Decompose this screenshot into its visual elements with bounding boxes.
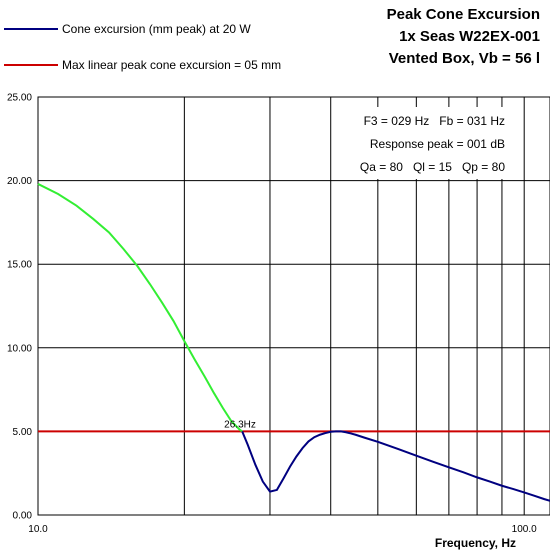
- crossover-annotation: 26.3Hz: [224, 419, 256, 430]
- chart-title: Peak Cone Excursion 1x Seas W22EX-001 Ve…: [387, 6, 540, 67]
- x-gridlines: [183, 97, 525, 515]
- legend-label-limit: Max linear peak cone excursion = 05 mm: [62, 58, 281, 72]
- y-tick-label: 0.00: [13, 511, 33, 522]
- y-tick-labels: 0.00 5.00 10.00 15.00 20.00 25.00: [7, 93, 32, 522]
- excursion-line-below-limit: [241, 430, 550, 502]
- info-line-response-peak: Response peak = 001 dB: [370, 137, 505, 151]
- legend-label-excursion: Cone excursion (mm peak) at 20 W: [62, 22, 251, 36]
- info-line-f3-fb: F3 = 029 Hz Fb = 031 Hz: [364, 114, 505, 128]
- title-line-3: Vented Box, Vb = 56 l: [389, 50, 540, 67]
- x-tick-labels: 10.0 100.0: [28, 524, 537, 535]
- x-tick-label: 100.0: [512, 524, 537, 535]
- y-tick-label: 5.00: [13, 427, 33, 438]
- excursion-line-above-limit: [37, 183, 243, 433]
- x-tick-label: 10.0: [28, 524, 48, 535]
- title-line-2: 1x Seas W22EX-001: [399, 28, 540, 45]
- y-tick-label: 20.00: [7, 176, 32, 187]
- y-tick-label: 10.00: [7, 343, 32, 354]
- series-layer: [37, 183, 550, 502]
- x-axis-title: Frequency, Hz: [435, 536, 516, 550]
- legend: Cone excursion (mm peak) at 20 W Max lin…: [4, 22, 281, 72]
- title-line-1: Peak Cone Excursion: [387, 6, 540, 23]
- info-box: [347, 107, 509, 179]
- info-line-q-values: Qa = 80 Ql = 15 Qp = 80: [360, 160, 505, 174]
- y-tick-label: 25.00: [7, 93, 32, 104]
- y-tick-label: 15.00: [7, 260, 32, 271]
